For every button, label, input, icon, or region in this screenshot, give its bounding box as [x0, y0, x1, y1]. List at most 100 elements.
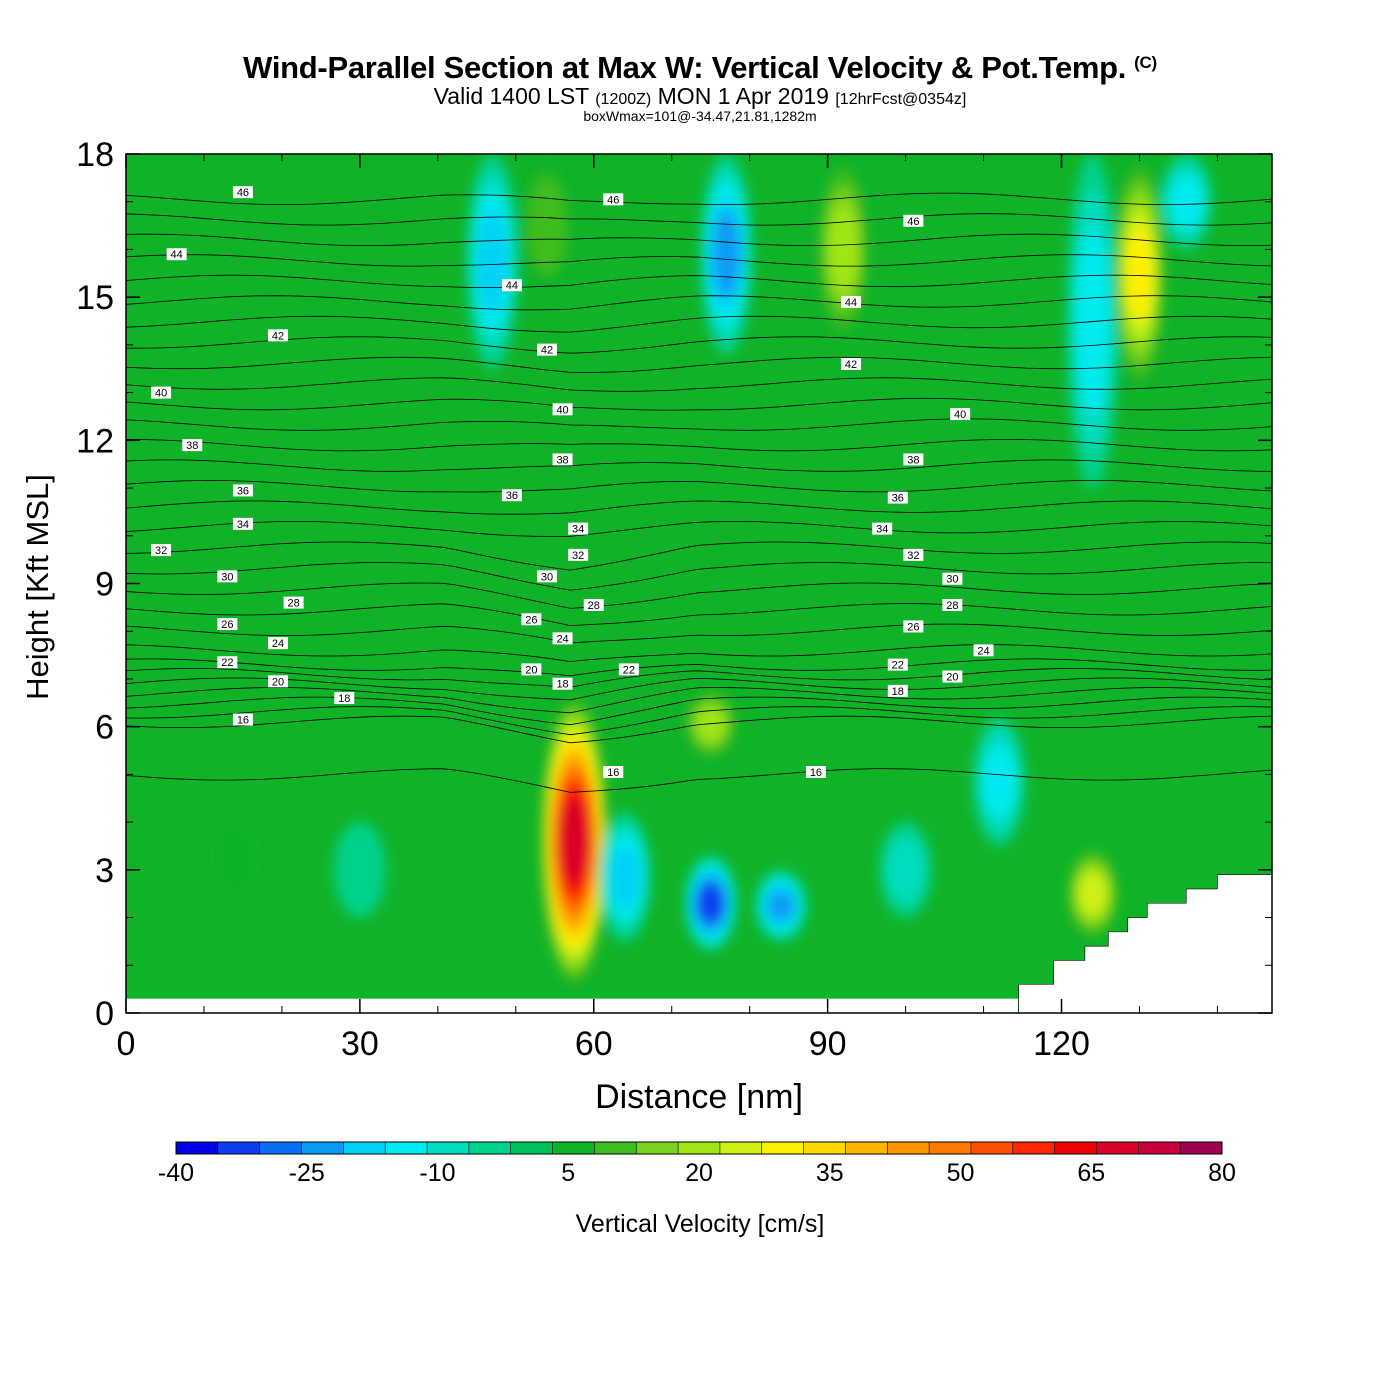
w-cell-14 — [209, 812, 262, 904]
w-cell-4 — [466, 154, 519, 369]
y-tick-label: 9 — [95, 566, 114, 604]
theta-line — [126, 706, 1272, 736]
svg-text:36: 36 — [892, 493, 904, 505]
w-cell-13 — [520, 154, 573, 298]
terrain-base — [126, 998, 1018, 1013]
svg-text:40: 40 — [155, 388, 167, 400]
chart-title-text: Wind-Parallel Section at Max W: Vertical… — [243, 50, 1127, 85]
w-cell-15 — [879, 822, 932, 918]
colorbar-swatch — [1180, 1142, 1223, 1154]
colorbar-swatch — [1054, 1142, 1097, 1154]
svg-text:24: 24 — [977, 645, 989, 657]
w-contour — [766, 890, 795, 921]
svg-text:34: 34 — [237, 519, 249, 531]
w-cell-6 — [973, 717, 1026, 846]
theta-label: 46 — [232, 186, 253, 199]
theta-line — [126, 541, 1272, 571]
colorbar-swatch — [217, 1142, 261, 1154]
valid-utc: (1200Z) — [595, 91, 652, 108]
theta-line — [126, 623, 1272, 644]
theta-label: 34 — [232, 517, 253, 531]
terrain-mask — [126, 874, 1273, 1014]
svg-text:34: 34 — [876, 524, 888, 536]
theta-label: 26 — [521, 613, 542, 626]
colorbar-swatch — [1138, 1142, 1181, 1154]
y-tick-label: 12 — [76, 422, 114, 460]
theta-label: 42 — [841, 357, 862, 371]
theta-line — [126, 397, 1272, 411]
svg-text:46: 46 — [907, 216, 919, 228]
theta-label: 20 — [268, 675, 289, 688]
svg-text:38: 38 — [186, 440, 198, 452]
w-cell-10 — [1066, 845, 1119, 942]
theta-label: 46 — [903, 214, 924, 228]
svg-text:34: 34 — [572, 524, 584, 536]
colorbar-tick-label: 5 — [561, 1159, 575, 1187]
colorbar-swatch — [803, 1142, 846, 1154]
colorbar-swatch — [259, 1142, 302, 1154]
copyright-mark: (C) — [1134, 53, 1157, 72]
theta-label: 28 — [583, 598, 604, 612]
theta-line — [126, 356, 1272, 373]
svg-text:22: 22 — [892, 660, 904, 672]
theta-label: 30 — [536, 570, 557, 583]
svg-text:30: 30 — [946, 574, 958, 586]
w-cell-5 — [700, 154, 753, 355]
theta-label: 42 — [536, 343, 557, 357]
colorbar-swatch — [845, 1142, 888, 1154]
y-tick-label: 18 — [76, 136, 114, 174]
w-cell-11 — [817, 154, 870, 345]
theta-label: 32 — [568, 548, 589, 562]
colorbar-tick-label: 65 — [1077, 1159, 1105, 1187]
colorbar-swatch — [970, 1142, 1014, 1154]
y-axis-label: Height [Kft MSL] — [20, 474, 55, 700]
colorbar-swatch — [510, 1142, 553, 1154]
svg-text:22: 22 — [221, 657, 233, 669]
theta-line — [126, 715, 1272, 744]
w-contour — [1078, 873, 1107, 915]
theta-label: 36 — [501, 489, 522, 502]
w-contour — [527, 176, 567, 276]
theta-line — [126, 582, 1272, 609]
colorbar-tick-label: 35 — [816, 1159, 844, 1187]
svg-text:42: 42 — [541, 345, 553, 357]
colorbar-tick-label: 20 — [685, 1159, 713, 1187]
theta-label: 26 — [217, 618, 238, 631]
colorbar-tick-label: -10 — [419, 1159, 455, 1187]
w-cell-12 — [684, 688, 737, 761]
w-contour — [477, 210, 508, 313]
colorbar-swatch — [761, 1142, 804, 1154]
svg-text:36: 36 — [237, 485, 249, 497]
theta-line — [126, 459, 1272, 472]
colorbar-swatch — [678, 1142, 721, 1154]
svg-text:30: 30 — [221, 571, 233, 583]
theta-label: 38 — [903, 453, 924, 466]
svg-text:44: 44 — [171, 249, 183, 261]
theta-label: 30 — [217, 570, 238, 583]
svg-text:46: 46 — [607, 194, 619, 206]
svg-text:44: 44 — [506, 280, 518, 292]
colorbar-swatch — [301, 1142, 344, 1154]
theta-line — [126, 418, 1272, 431]
svg-text:18: 18 — [892, 686, 904, 698]
theta-line — [126, 295, 1272, 311]
svg-text:24: 24 — [556, 633, 568, 645]
w-cell-9 — [1113, 154, 1166, 393]
svg-text:32: 32 — [907, 550, 919, 562]
colorbar-swatch — [887, 1142, 930, 1154]
theta-label: 34 — [568, 522, 589, 536]
theta-contour-labels: 46 46 46 44 44 44 42 42 42 40 40 40 38 38 38 36 36 36 34 34… — [151, 186, 994, 779]
theta-line — [126, 439, 1272, 452]
theta-label: 22 — [887, 658, 908, 672]
svg-text:16: 16 — [237, 715, 249, 727]
colorbar-tick-label: -40 — [158, 1159, 194, 1187]
theta-label: 46 — [603, 193, 624, 206]
colorbar-swatch — [468, 1142, 512, 1154]
svg-text:40: 40 — [954, 409, 966, 421]
w-contour — [559, 798, 589, 884]
theta-label: 22 — [618, 663, 639, 676]
theta-line — [126, 562, 1272, 591]
w-contour — [886, 836, 926, 903]
w-contour — [695, 707, 726, 742]
